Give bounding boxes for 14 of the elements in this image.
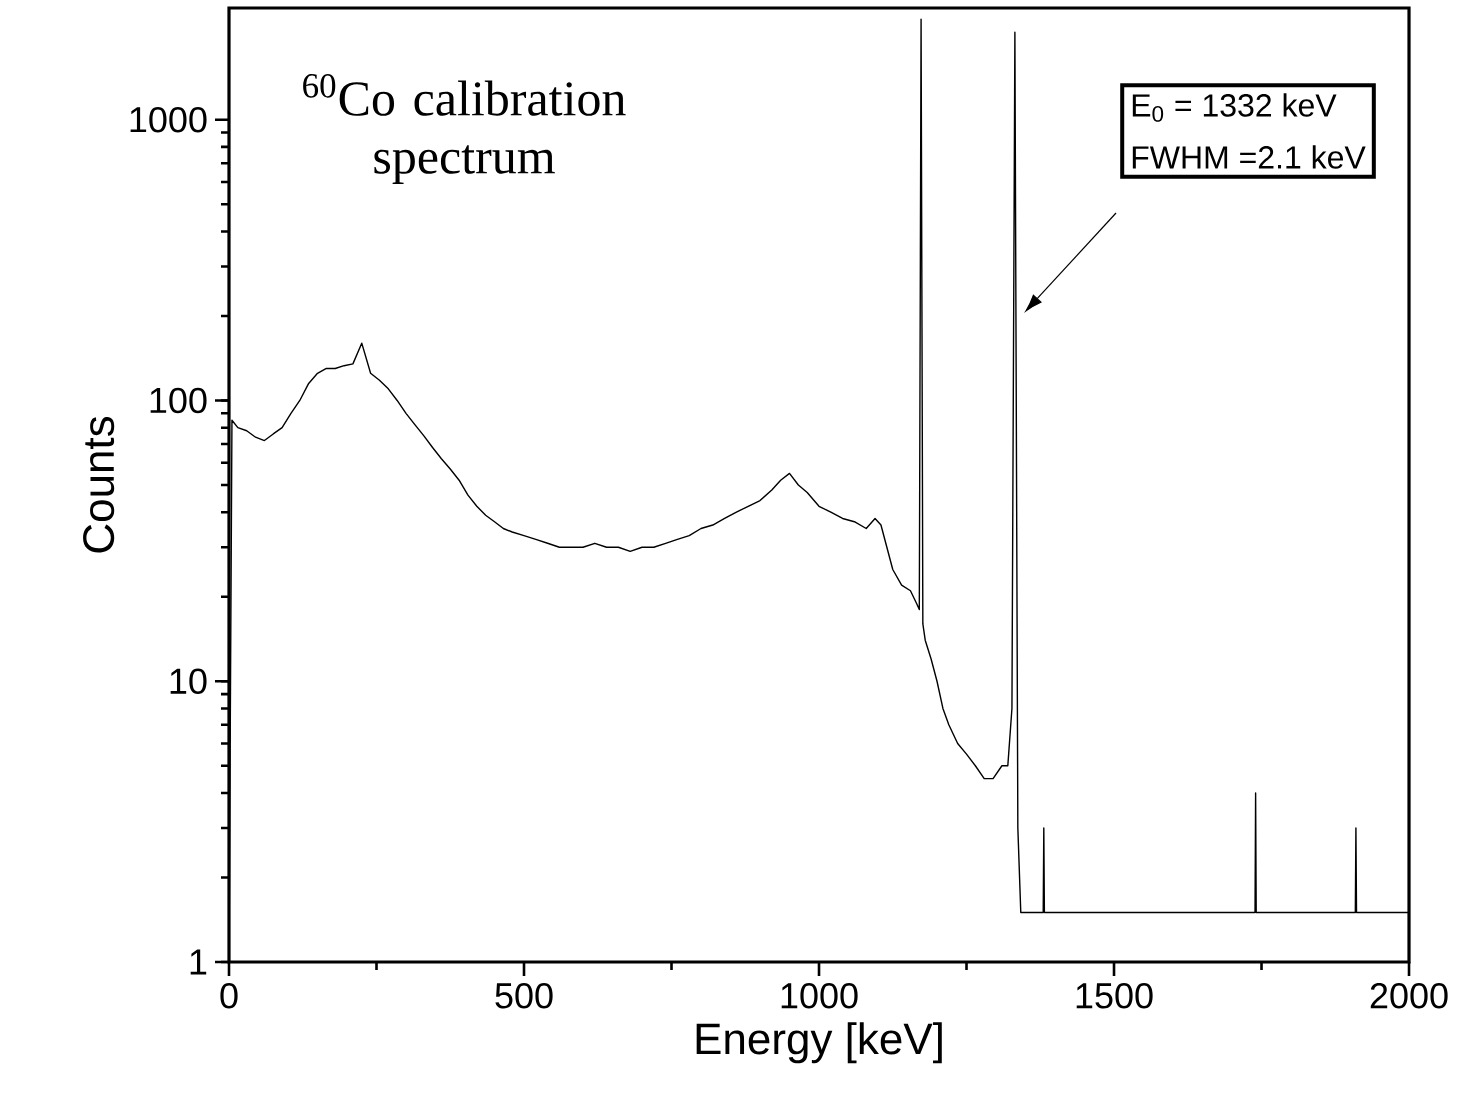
- y-tick-label: 1: [190, 949, 207, 975]
- annotation: FWHM =2.1 keV: [1132, 145, 1366, 169]
- y-axis-title: Counts: [83, 416, 115, 553]
- annotation: E$_{0}$ = 1332 keV: [1132, 93, 1337, 122]
- x-tick-label: 1500: [1076, 983, 1153, 1009]
- x-tick-label: 1000: [781, 983, 858, 1009]
- x-tick-label: 0: [220, 983, 238, 1009]
- x-tick-label: 2000: [1370, 983, 1448, 1009]
- y-tick-label: 100: [150, 387, 207, 414]
- x-tick-label: 500: [495, 983, 553, 1009]
- annotation: $^{60}$Co calibration spectrum: [303, 74, 626, 184]
- x-axis-title: Energy [keV]: [696, 1022, 942, 1064]
- y-tick-label: 1000: [130, 106, 207, 133]
- y-tick-label: 10: [170, 668, 207, 694]
